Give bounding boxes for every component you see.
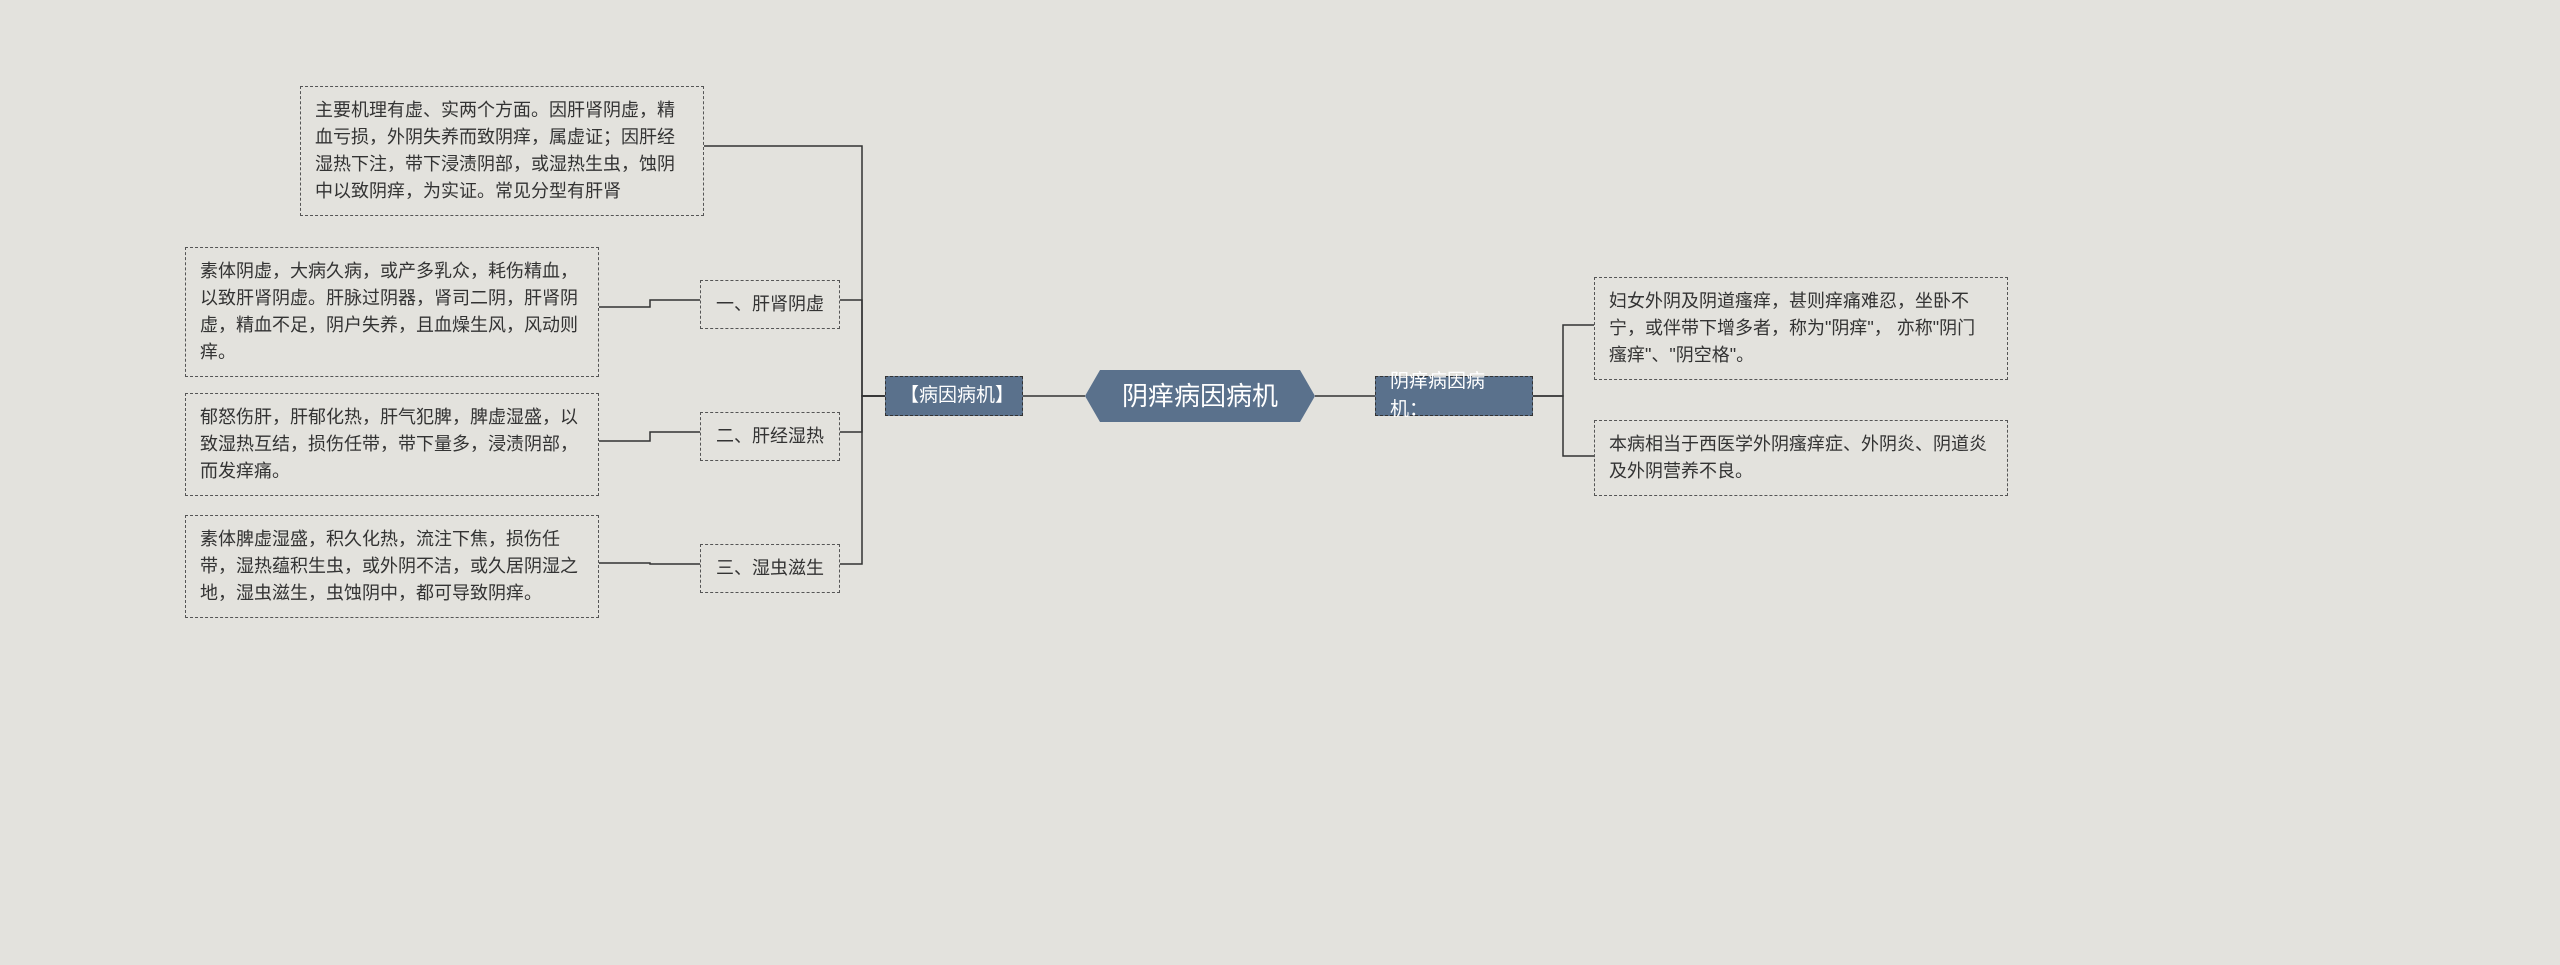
leaf-L1c: 素体阴虚，大病久病，或产多乳众，耗伤精血，以致肝肾阴虚。肝脉过阴器，肾司二阴，肝… xyxy=(185,247,599,377)
branch-left: 【病因病机】 xyxy=(885,376,1023,416)
leaf-R1: 本病相当于西医学外阴瘙痒症、外阴炎、阴道炎及外阴营养不良。 xyxy=(1594,420,2008,496)
leaf-L2: 二、肝经湿热 xyxy=(700,412,840,461)
leaf-L3c: 素体脾虚湿盛，积久化热，流注下焦，损伤任带，湿热蕴积生虫，或外阴不洁，或久居阴湿… xyxy=(185,515,599,618)
leaf-L1: 一、肝肾阴虚 xyxy=(700,280,840,329)
leaf-L3: 三、湿虫滋生 xyxy=(700,544,840,593)
branch-right: 阴痒病因病机： xyxy=(1375,376,1533,416)
leaf-L2c: 郁怒伤肝，肝郁化热，肝气犯脾，脾虚湿盛，以致湿热互结，损伤任带，带下量多，浸渍阴… xyxy=(185,393,599,496)
leaf-L0: 主要机理有虚、实两个方面。因肝肾阴虚，精血亏损，外阴失养而致阴痒，属虚证；因肝经… xyxy=(300,86,704,216)
leaf-R0: 妇女外阴及阴道瘙痒，甚则痒痛难忍，坐卧不宁，或伴带下增多者，称为"阴痒"， 亦称… xyxy=(1594,277,2008,380)
center-node: 阴痒病因病机 xyxy=(1085,370,1315,422)
